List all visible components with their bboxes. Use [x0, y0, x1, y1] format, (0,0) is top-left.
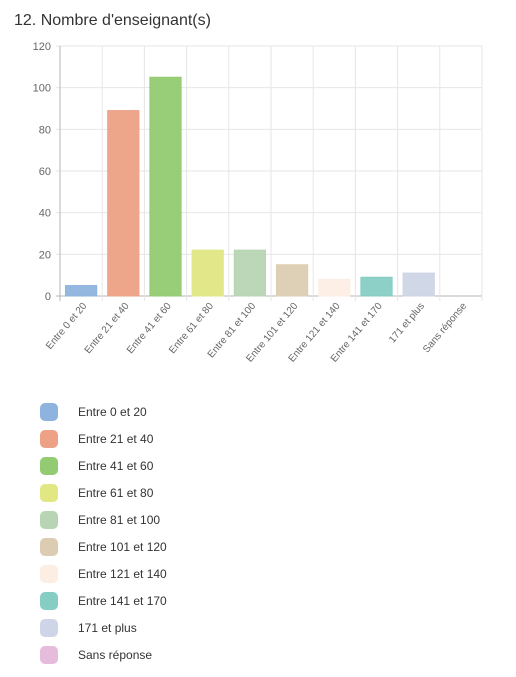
x-tick-label: Entre 41 et 60	[125, 301, 174, 357]
legend-label: Entre 61 et 80	[78, 485, 154, 500]
chart-bars	[64, 76, 435, 297]
legend-swatch	[40, 402, 58, 421]
bar[interactable]	[64, 285, 98, 297]
legend-item[interactable]: Entre 41 et 60	[40, 452, 167, 479]
legend-label: Entre 21 et 40	[78, 431, 154, 446]
y-tick-label: 20	[39, 249, 51, 261]
x-tick-label: Entre 61 et 80	[167, 301, 216, 357]
chart-title: 12. Nombre d'enseignant(s)	[14, 12, 211, 29]
legend-item[interactable]: Entre 81 et 100	[40, 506, 167, 533]
y-axis: 0 20 40 60 80 100 120	[33, 41, 51, 303]
y-tick-label: 0	[45, 291, 51, 303]
legend-label: Sans réponse	[78, 647, 153, 662]
x-tick-label: 171 et plus	[387, 301, 427, 346]
y-tick-label: 40	[39, 208, 51, 220]
legend-item[interactable]: Entre 121 et 140	[40, 560, 167, 587]
legend-swatch	[40, 645, 58, 664]
bar[interactable]	[318, 278, 351, 297]
chart-grid	[56, 45, 483, 301]
x-tick-label: Entre 21 et 40	[83, 301, 132, 357]
legend-label: Entre 41 et 60	[78, 458, 154, 473]
legend-swatch	[40, 456, 58, 475]
legend-swatch	[40, 429, 58, 448]
bar[interactable]	[402, 272, 435, 297]
bar[interactable]	[191, 249, 224, 297]
y-tick-label: 120	[33, 41, 51, 53]
legend-item[interactable]: Entre 0 et 20	[40, 398, 167, 425]
legend-label: Entre 0 et 20	[78, 404, 147, 419]
legend-swatch	[40, 591, 58, 610]
legend-label: Entre 101 et 120	[78, 539, 167, 554]
legend-label: Entre 81 et 100	[78, 512, 161, 527]
bar[interactable]	[360, 276, 393, 297]
legend-swatch	[40, 483, 58, 502]
legend-label: 171 et plus	[78, 620, 137, 635]
bar[interactable]	[233, 249, 267, 297]
legend-item[interactable]: Entre 141 et 170	[40, 587, 167, 614]
y-tick-label: 80	[39, 124, 51, 136]
x-tick-label: Sans réponse	[421, 301, 469, 356]
x-tick-label: Entre 0 et 20	[44, 301, 90, 352]
y-tick-label: 60	[39, 166, 51, 178]
legend-swatch	[40, 537, 58, 556]
legend-swatch	[40, 618, 58, 637]
legend-item[interactable]: Sans réponse	[40, 641, 167, 668]
bar[interactable]	[275, 264, 309, 297]
y-tick-label: 100	[33, 83, 51, 95]
legend-item[interactable]: Entre 21 et 40	[40, 425, 167, 452]
legend-item[interactable]: Entre 101 et 120	[40, 533, 167, 560]
legend-item[interactable]: Entre 61 et 80	[40, 479, 167, 506]
bar[interactable]	[149, 76, 182, 297]
legend-item[interactable]: 171 et plus	[40, 614, 167, 641]
legend-swatch	[40, 564, 58, 583]
legend-label: Entre 121 et 140	[78, 566, 167, 581]
legend-label: Entre 141 et 170	[78, 593, 167, 608]
bar[interactable]	[107, 110, 140, 297]
legend-swatch	[40, 510, 58, 529]
chart-legend: Entre 0 et 20 Entre 21 et 40 Entre 41 et 6…	[40, 398, 167, 668]
